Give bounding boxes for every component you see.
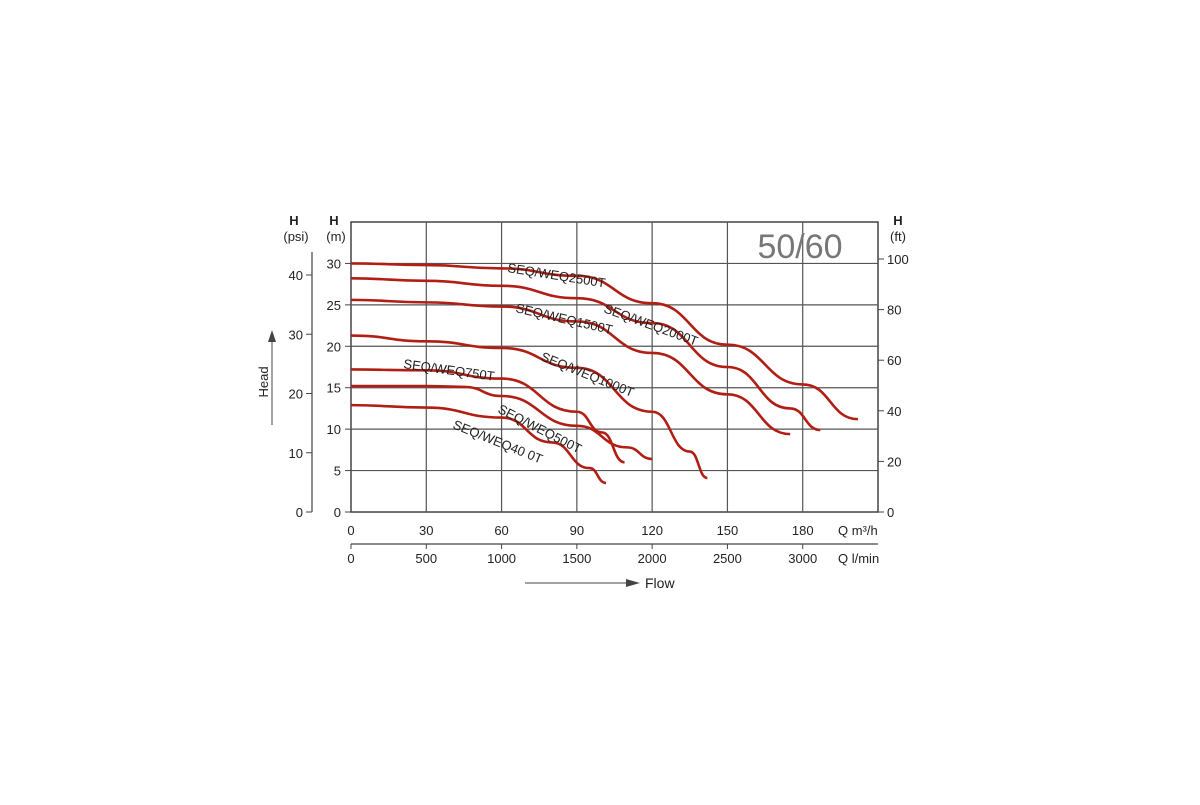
x2-tick-label: 3000 xyxy=(788,551,817,566)
head-arrow-icon xyxy=(268,330,276,342)
x2-tick-label: 2500 xyxy=(713,551,742,566)
flow-label: Flow xyxy=(645,575,675,591)
series-line-seq-weq400t xyxy=(350,403,607,485)
x2-tick-label: 0 xyxy=(347,551,354,566)
x2-tick-label: 500 xyxy=(415,551,437,566)
x2-axis-label: Q l/min xyxy=(838,551,879,566)
y-tick-label: 15 xyxy=(327,381,341,396)
psi-tick-label: 10 xyxy=(289,446,303,461)
psi-tick-label: 20 xyxy=(289,387,303,402)
series-line-seq-weq750t xyxy=(350,368,625,464)
x-tick-label: 90 xyxy=(570,523,584,538)
y-tick-label: 0 xyxy=(334,505,341,520)
x2-tick-label: 1000 xyxy=(487,551,516,566)
y-tick-label: 5 xyxy=(334,464,341,479)
y-tick-label: 10 xyxy=(327,422,341,437)
series-line-seq-weq500t xyxy=(350,384,653,461)
ft-axis-title: H xyxy=(893,213,902,228)
ft-tick-label: 0 xyxy=(887,505,894,520)
x-tick-label: 150 xyxy=(717,523,739,538)
ft-tick-label: 40 xyxy=(887,404,901,419)
psi-tick-label: 0 xyxy=(296,505,303,520)
x-tick-label: 30 xyxy=(419,523,433,538)
flow-arrow-icon xyxy=(626,579,640,587)
series-line-seq-weq2000t xyxy=(350,277,821,432)
ft-tick-label: 100 xyxy=(887,252,909,267)
series-label: SEQ/WEQ1000T xyxy=(539,349,636,400)
x-tick-label: 60 xyxy=(494,523,508,538)
ft-tick-label: 20 xyxy=(887,454,901,469)
series-label: SEQ/WEQ2000T xyxy=(602,301,700,349)
y-tick-label: 25 xyxy=(327,298,341,313)
series-label: SEQ/WEQ750T xyxy=(403,356,496,384)
y-tick-label: 20 xyxy=(327,339,341,354)
y-axis-label: Head xyxy=(256,366,271,397)
series-label: SEQ/WEQ1500T xyxy=(514,300,614,337)
x-tick-label: 0 xyxy=(347,523,354,538)
m-axis-unit: (m) xyxy=(326,229,346,244)
psi-axis-unit: (psi) xyxy=(283,229,308,244)
x2-tick-label: 1500 xyxy=(562,551,591,566)
x-tick-label: 120 xyxy=(641,523,663,538)
ft-axis-unit: (ft) xyxy=(890,229,906,244)
x-axis-label: Q m³/h xyxy=(838,523,878,538)
psi-tick-label: 40 xyxy=(289,268,303,283)
psi-axis-title: H xyxy=(289,213,298,228)
psi-tick-label: 30 xyxy=(289,327,303,342)
x-tick-label: 180 xyxy=(792,523,814,538)
ft-tick-label: 60 xyxy=(887,353,901,368)
series-line-seq-weq2500t xyxy=(350,262,859,421)
ft-tick-label: 80 xyxy=(887,303,901,318)
series-line-seq-weq1500t xyxy=(350,298,791,436)
plot-frame xyxy=(350,221,879,513)
y-tick-label: 30 xyxy=(327,256,341,271)
m-axis-title: H xyxy=(329,213,338,228)
series-line-seq-weq1000t xyxy=(350,334,708,480)
frequency-badge: 50/60 xyxy=(757,228,842,266)
series-label: SEQ/WEQ2500T xyxy=(507,260,607,290)
x2-tick-label: 2000 xyxy=(638,551,667,566)
